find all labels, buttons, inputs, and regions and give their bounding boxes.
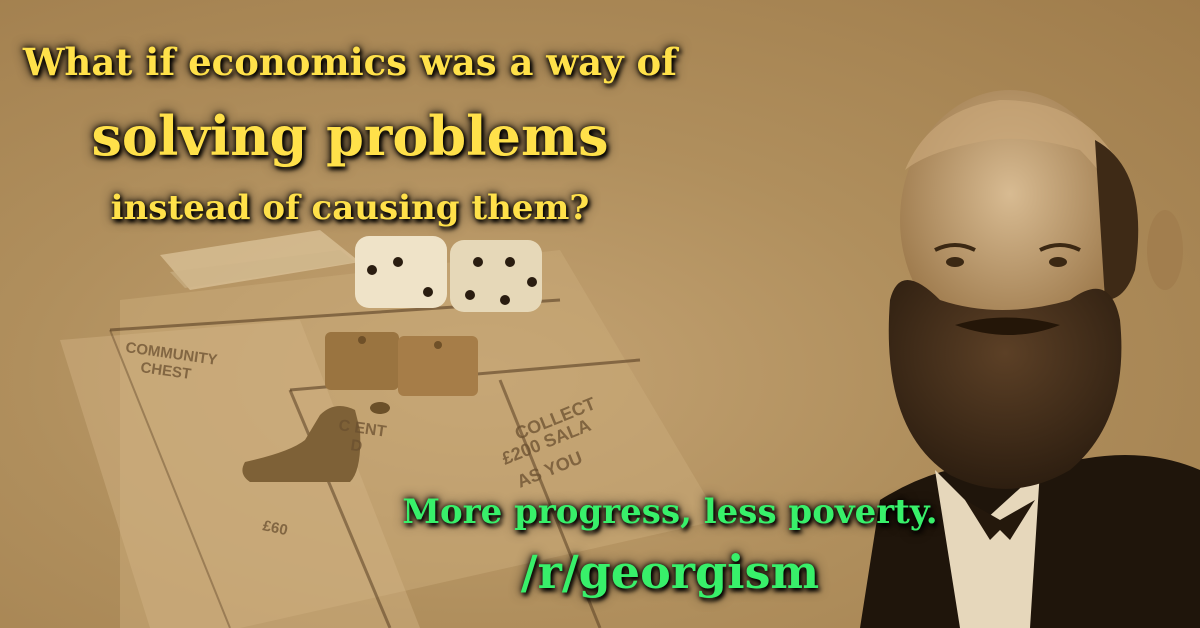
current-label-2: D	[349, 437, 363, 455]
shoe-token	[242, 402, 390, 482]
current-label-1: C ENT	[337, 417, 387, 441]
houses	[325, 332, 478, 396]
card-stack	[160, 230, 360, 290]
tagline: More progress, less poverty.	[402, 492, 938, 532]
headline-line-2: solving problems	[91, 104, 609, 168]
headline-line-1: What if economics was a way of	[22, 40, 678, 84]
subreddit-link[interactable]: /r/georgism	[520, 545, 820, 599]
dice-pair	[355, 236, 542, 312]
board-surface	[60, 250, 720, 628]
price-label: £60	[261, 517, 289, 539]
headline-line-3: instead of causing them?	[110, 188, 590, 228]
shirt-collar	[935, 470, 1040, 628]
community-chest-label-2: CHEST	[139, 359, 192, 383]
beard	[888, 280, 1122, 489]
eyes	[934, 243, 1081, 267]
head	[900, 90, 1183, 350]
